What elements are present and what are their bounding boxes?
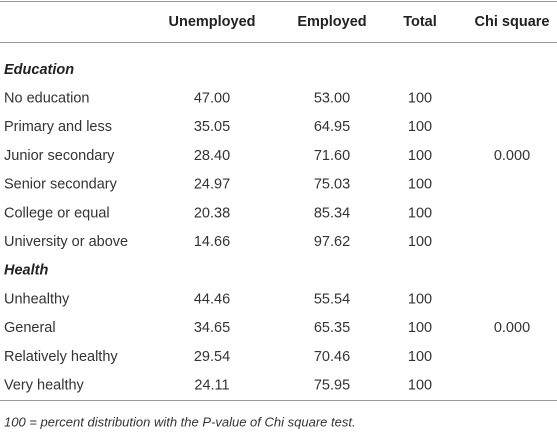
- cell: 14.66: [194, 234, 230, 250]
- cell: 85.34: [314, 205, 350, 221]
- cell: 55.54: [314, 291, 350, 307]
- cell: 64.95: [314, 119, 350, 135]
- cell: 100: [408, 148, 432, 164]
- cell: 100: [408, 177, 432, 193]
- cell: 100: [408, 91, 432, 107]
- cell: 75.95: [314, 378, 350, 394]
- cell: 53.00: [314, 91, 350, 107]
- section-title: Education: [4, 62, 74, 78]
- cell: 24.97: [194, 177, 230, 193]
- row-label: Primary and less: [4, 119, 112, 135]
- row-label: Junior secondary: [4, 148, 115, 164]
- cell: 34.65: [194, 320, 230, 336]
- cell: 100: [408, 320, 432, 336]
- cell: 24.11: [194, 378, 229, 394]
- footnote: 100 = percent distribution with the P-va…: [4, 414, 356, 429]
- cell: 44.46: [194, 291, 230, 307]
- row-label: Senior secondary: [4, 177, 118, 193]
- row-label: College or equal: [4, 205, 110, 221]
- cell: 70.46: [314, 349, 350, 365]
- cell: 100: [408, 205, 432, 221]
- cell: 28.40: [194, 148, 230, 164]
- row-label: General: [4, 320, 56, 336]
- column-header: Total: [403, 14, 437, 30]
- cell: 29.54: [194, 349, 230, 365]
- row-label: No education: [4, 91, 89, 107]
- chi-square: 0.000: [494, 148, 530, 164]
- row-label: Very healthy: [4, 378, 85, 394]
- cell: 100: [408, 378, 432, 394]
- cell: 97.62: [314, 234, 350, 250]
- cell: 20.38: [194, 205, 230, 221]
- cell: 100: [408, 349, 432, 365]
- row-label: University or above: [4, 234, 128, 250]
- cell: 71.60: [314, 148, 350, 164]
- cell: 65.35: [314, 320, 350, 336]
- cell: 100: [408, 119, 432, 135]
- column-header: Employed: [297, 14, 366, 30]
- section-title: Health: [4, 263, 48, 279]
- cell: 35.05: [194, 119, 230, 135]
- row-label: Relatively healthy: [4, 349, 118, 365]
- column-header: Chi square: [475, 14, 550, 30]
- cell: 47.00: [194, 91, 230, 107]
- cell: 100: [408, 234, 432, 250]
- cell: 100: [408, 291, 432, 307]
- column-header: Unemployed: [168, 14, 255, 30]
- cell: 75.03: [314, 177, 350, 193]
- chi-square: 0.000: [494, 320, 530, 336]
- row-label: Unhealthy: [4, 291, 70, 307]
